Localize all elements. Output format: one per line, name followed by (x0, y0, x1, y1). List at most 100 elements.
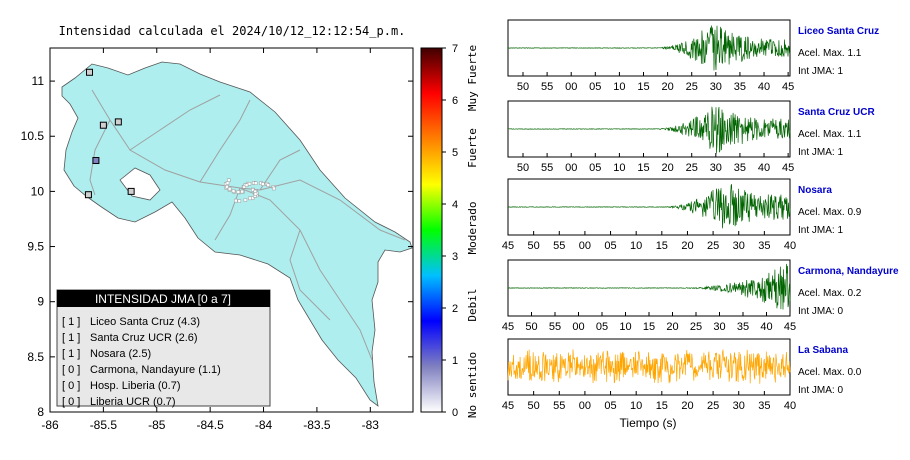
seismogram-trace (507, 106, 791, 154)
legend-item-level: [ 0 ] (62, 380, 80, 392)
trace-tick-label: 05 (604, 240, 616, 252)
trace-tick-label: 35 (758, 400, 770, 412)
station-acceleration: Acel. Max. 0.2 (798, 288, 862, 299)
trace-tick-label: 30 (733, 400, 745, 412)
station-acceleration: Acel. Max. 0.0 (798, 367, 862, 378)
trace-tick-label: 05 (589, 162, 601, 174)
colorbar-category-label: No sentido (466, 352, 479, 418)
station-name: Santa Cruz UCR (798, 107, 875, 118)
colorbar-tick-label: 0 (452, 407, 458, 419)
legend-box (56, 289, 271, 407)
map-y-tick-label: 9.5 (27, 240, 44, 254)
map-x-axis: -86 -85.5 -85 -84.5 -84 -83.5 -83 (41, 48, 379, 432)
seismogram-trace (507, 263, 791, 310)
map-x-tick-label: -83.5 (303, 418, 331, 432)
map-x-tick-label: -85.5 (90, 418, 118, 432)
map-y-tick-label: 11 (32, 74, 45, 88)
trace-tick-label: 25 (690, 321, 702, 333)
trace-tick-label: 15 (656, 240, 668, 252)
seismogram-trace (507, 25, 791, 71)
seismogram-panel: 45 50 55 00 05 10 15 20 25 30 35 40 La Sabana Acel. M… (502, 338, 862, 412)
trace-tick-label: 35 (737, 321, 749, 333)
station-marker-5 (127, 187, 135, 195)
trace-tick-label: 40 (758, 81, 770, 93)
trace-tick-label: 55 (553, 400, 565, 412)
station-jma-intensity: Int JMA: 1 (798, 66, 843, 77)
station-name: Nosara (798, 185, 832, 196)
colorbar-tick-label: 1 (452, 355, 458, 367)
trace-tick-label: 00 (579, 240, 591, 252)
colorbar-tick-label: 2 (452, 303, 458, 315)
trace-tick-label: 05 (596, 321, 608, 333)
seismogram-trace (508, 184, 791, 229)
trace-tick-label: 10 (619, 321, 631, 333)
trace-tick-label: 40 (758, 162, 770, 174)
colorbar-gradient (420, 47, 443, 413)
station-jma-intensity: Int JMA: 1 (798, 225, 843, 236)
colorbar-category-label: Muy Fuerte (466, 45, 479, 111)
trace-tick-label: 05 (604, 400, 616, 412)
trace-tick-label: 35 (734, 162, 746, 174)
seismogram-panel: 45 50 55 00 05 10 15 20 25 30 35 40 Nosara Acel. Max.… (502, 178, 862, 252)
station-name: Carmona, Nandayure (798, 266, 899, 277)
trace-tick-label: 15 (637, 81, 649, 93)
legend-item-level: [ 0 ] (62, 396, 80, 408)
colorbar-category-label: Moderado (466, 202, 479, 255)
trace-tick-label: 15 (656, 400, 668, 412)
legend-item-name: Santa Cruz UCR (2.6) (90, 332, 198, 344)
legend-item-name: Liberia UCR (0.7) (90, 396, 176, 408)
trace-tick-label: 25 (707, 400, 719, 412)
trace-tick-label: 25 (686, 162, 698, 174)
trace-tick-label: 45 (502, 321, 514, 333)
colorbar-category-label: Debil (466, 288, 479, 321)
map-y-axis: 8 8.5 9 9.5 10 10.5 11 (21, 74, 413, 419)
map-frame (49, 47, 414, 413)
trace-tick-label: 50 (528, 400, 540, 412)
trace-tick-label: 50 (517, 81, 529, 93)
trace-tick-label: 10 (630, 240, 642, 252)
station-markers (84, 68, 135, 199)
map-y-tick-label: 10 (31, 184, 45, 198)
x-axis-label: Tiempo (s) (620, 416, 677, 430)
legend-item-name: Liceo Santa Cruz (4.3) (90, 316, 200, 328)
legend-title: INTENSIDAD JMA [0 a 7] (95, 292, 231, 306)
map-y-tick-label: 10.5 (21, 129, 45, 143)
trace-tick-label: 10 (630, 400, 642, 412)
trace-tick-label: 00 (565, 81, 577, 93)
trace-tick-label: 20 (681, 400, 693, 412)
legend-item-name: Nosara (2.5) (90, 348, 151, 360)
colorbar-tick-label: 6 (452, 95, 458, 107)
trace-tick-label: 40 (760, 321, 772, 333)
trace-tick-label: 50 (517, 162, 529, 174)
station-name: Liceo Santa Cruz (798, 26, 879, 37)
intensity-legend: INTENSIDAD JMA [0 a 7] [ 1 ] Liceo Santa … (56, 289, 271, 408)
station-acceleration: Acel. Max. 1.1 (798, 129, 862, 140)
trace-tick-label: 20 (661, 162, 673, 174)
trace-tick-label: 10 (613, 81, 625, 93)
road-network (89, 89, 406, 361)
trace-tick-label: 30 (710, 81, 722, 93)
trace-tick-label: 25 (686, 81, 698, 93)
seismogram-panel: 45 50 55 00 05 10 15 20 25 30 35 40 45 Carmona, Nanda… (502, 259, 899, 333)
trace-tick-label: 30 (733, 240, 745, 252)
trace-tick-label: 05 (589, 81, 601, 93)
trace-tick-label: 45 (782, 162, 794, 174)
station-jma-intensity: Int JMA: 0 (798, 385, 843, 396)
trace-tick-label: 50 (525, 321, 537, 333)
trace-tick-label: 00 (579, 400, 591, 412)
trace-tick-label: 20 (661, 81, 673, 93)
trace-tick-label: 30 (710, 162, 722, 174)
trace-tick-label: 10 (613, 162, 625, 174)
station-acceleration: Acel. Max. 0.9 (798, 207, 862, 218)
station-marker-2 (99, 121, 107, 129)
map-y-tick-label: 8 (37, 405, 44, 419)
trace-tick-label: 30 (713, 321, 725, 333)
trace-tick-label: 35 (758, 240, 770, 252)
seismogram-panel: 50 55 00 05 10 15 20 25 30 35 40 45 Santa Cruz UCR Ac… (507, 100, 875, 174)
legend-item-level: [ 1 ] (62, 332, 80, 344)
station-acceleration: Acel. Max. 1.1 (798, 48, 862, 59)
trace-tick-label: 55 (541, 81, 553, 93)
colorbar-tick-label: 5 (452, 147, 458, 159)
colorbar-tick-label: 4 (452, 199, 458, 211)
